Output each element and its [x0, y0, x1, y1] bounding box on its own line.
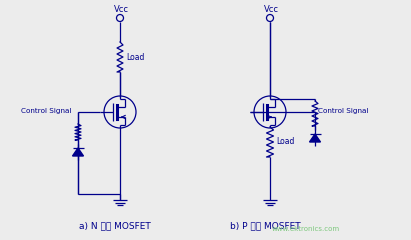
Text: Load: Load	[126, 53, 144, 61]
Polygon shape	[72, 148, 83, 156]
Text: b) P 沟道 MOSFET: b) P 沟道 MOSFET	[230, 221, 300, 230]
Text: Vcc: Vcc	[263, 5, 279, 13]
Text: a) N 沟道 MOSFET: a) N 沟道 MOSFET	[79, 221, 151, 230]
Polygon shape	[309, 134, 321, 142]
Text: Control Signal: Control Signal	[318, 108, 368, 114]
Text: www.ektronics.com: www.ektronics.com	[272, 226, 340, 232]
Text: Load: Load	[276, 138, 294, 146]
Text: Control Signal: Control Signal	[21, 108, 71, 114]
Text: Vcc: Vcc	[113, 5, 129, 13]
